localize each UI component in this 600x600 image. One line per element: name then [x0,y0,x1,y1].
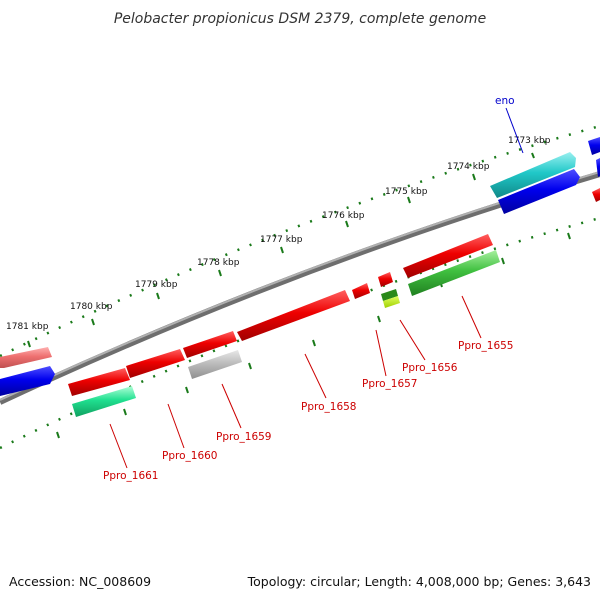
gene-label-eno[interactable]: eno [495,95,515,107]
leader-ppro-1660 [167,403,185,449]
gene-block-lime-small[interactable] [383,296,400,308]
map-title: Pelobacter propionicus DSM 2379, complet… [114,11,486,27]
gene-block-ppro-1659[interactable] [183,331,237,358]
gene-label-ppro-1660[interactable]: Ppro_1660 [162,450,217,462]
label-leader-lines [109,107,524,469]
kbp-label-1778: 1778 kbp [197,258,240,268]
gene-block-blue-eno[interactable] [498,169,580,214]
kbp-label-1777: 1777 kbp [260,235,303,245]
kbp-label-1775: 1775 kbp [385,187,428,197]
kbp-label-1774: 1774 kbp [447,162,490,172]
gene-block-red-right[interactable] [592,188,600,202]
gene-block-ppro-1661[interactable] [68,368,130,396]
leader-ppro-1661 [109,423,128,469]
gene-block-pink[interactable] [0,347,52,368]
gene-block-ppro-1658[interactable] [237,290,350,341]
gene-block-green-small[interactable] [381,289,398,301]
gene-block-ppro-1657[interactable] [352,283,370,299]
kbp-label-1780: 1780 kbp [70,302,113,312]
gene-block-grey-1659[interactable] [188,350,242,379]
gene-block-teal-1661[interactable] [72,386,136,417]
kbp-labels: 1773 kbp 1774 kbp 1775 kbp 1776 kbp 1777… [6,136,551,332]
gene-label-ppro-1655[interactable]: Ppro_1655 [458,340,513,352]
gene-block-cyan[interactable] [490,152,576,198]
leader-eno [505,107,524,154]
gene-label-ppro-1657[interactable]: Ppro_1657 [362,378,417,390]
gene-label-ppro-1656[interactable]: Ppro_1656 [402,362,458,374]
major-ticks-outer [27,152,535,348]
gene-label-ppro-1659[interactable]: Ppro_1659 [216,431,271,443]
gene-block-ppro-1655[interactable] [403,234,493,278]
gene-block-ppro-1660[interactable] [126,349,185,378]
leader-ppro-1659 [221,383,242,429]
gene-block-green-1655[interactable] [408,250,500,296]
kbp-label-1776: 1776 kbp [322,211,365,221]
leader-ppro-1657 [375,329,387,377]
gene-block-blue-right-2[interactable] [596,158,600,177]
gene-label-ppro-1658[interactable]: Ppro_1658 [301,401,356,413]
forward-strand-genes [0,137,600,396]
kbp-label-1773: 1773 kbp [508,136,551,146]
gene-block-ppro-1656[interactable] [378,272,393,287]
kbp-label-1779: 1779 kbp [135,280,178,290]
leader-ppro-1655 [461,295,482,339]
leader-ppro-1656 [399,319,426,361]
leader-ppro-1658 [304,353,327,399]
kbp-label-1781: 1781 kbp [6,322,49,332]
reverse-strand-genes [68,234,493,396]
accession-label: Accession: NC_008609 [9,574,151,589]
gene-block-blue-left[interactable] [0,366,55,396]
inner-tick-ring [0,216,600,450]
genome-summary: Topology: circular; Length: 4,008,000 bp… [247,574,591,589]
gene-labels: eno Ppro_1655 Ppro_1656 Ppro_1657 Ppro_1… [103,95,515,482]
gene-block-blue-right-1[interactable] [588,137,600,155]
lower-strand-genes [72,250,500,417]
gene-label-ppro-1661[interactable]: Ppro_1661 [103,470,158,482]
